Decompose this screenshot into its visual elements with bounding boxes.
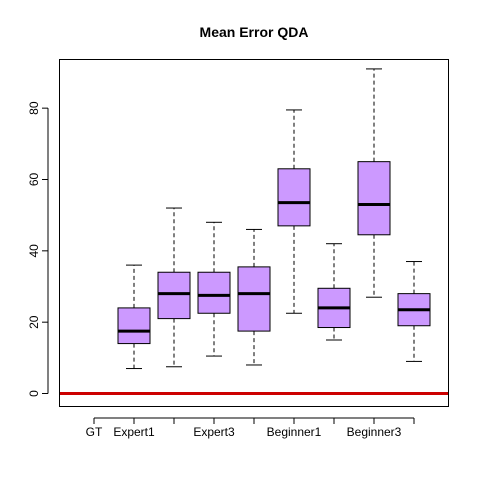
box-expert2: [157, 207, 191, 368]
y-axis: 0 20 40 60 80: [27, 101, 49, 397]
box-expert3: [197, 221, 231, 357]
y-tick-label: 80: [27, 101, 41, 115]
x-tick-label: Expert1: [113, 425, 155, 439]
y-tick-label: 20: [27, 315, 41, 329]
chart-title: Mean Error QDA: [200, 24, 309, 40]
x-tick-label: GT: [86, 425, 103, 439]
box-iqr: [277, 168, 311, 227]
box-beginner4: [397, 261, 431, 362]
x-tick-label: Beginner3: [347, 425, 402, 439]
x-axis: GT Expert1 Expert3 Beginner1 Beginner3: [86, 417, 415, 439]
x-tick-label: Expert3: [193, 425, 235, 439]
box-beginner1: [277, 109, 311, 314]
y-tick-label: 0: [27, 390, 41, 397]
x-tick-label: Beginner1: [267, 425, 322, 439]
box-iqr: [197, 271, 231, 314]
box-iqr: [237, 266, 271, 332]
box-iqr: [157, 271, 191, 320]
box-iqr: [117, 307, 151, 345]
box-expert4: [237, 228, 271, 366]
box-beginner2: [317, 243, 351, 341]
box-expert1: [117, 264, 151, 370]
box-beginner3: [357, 68, 391, 298]
y-tick-label: 60: [27, 173, 41, 187]
y-tick-label: 40: [27, 244, 41, 258]
plot-frame: [59, 59, 449, 407]
box-iqr: [357, 161, 391, 236]
boxes-layer: [117, 68, 431, 370]
